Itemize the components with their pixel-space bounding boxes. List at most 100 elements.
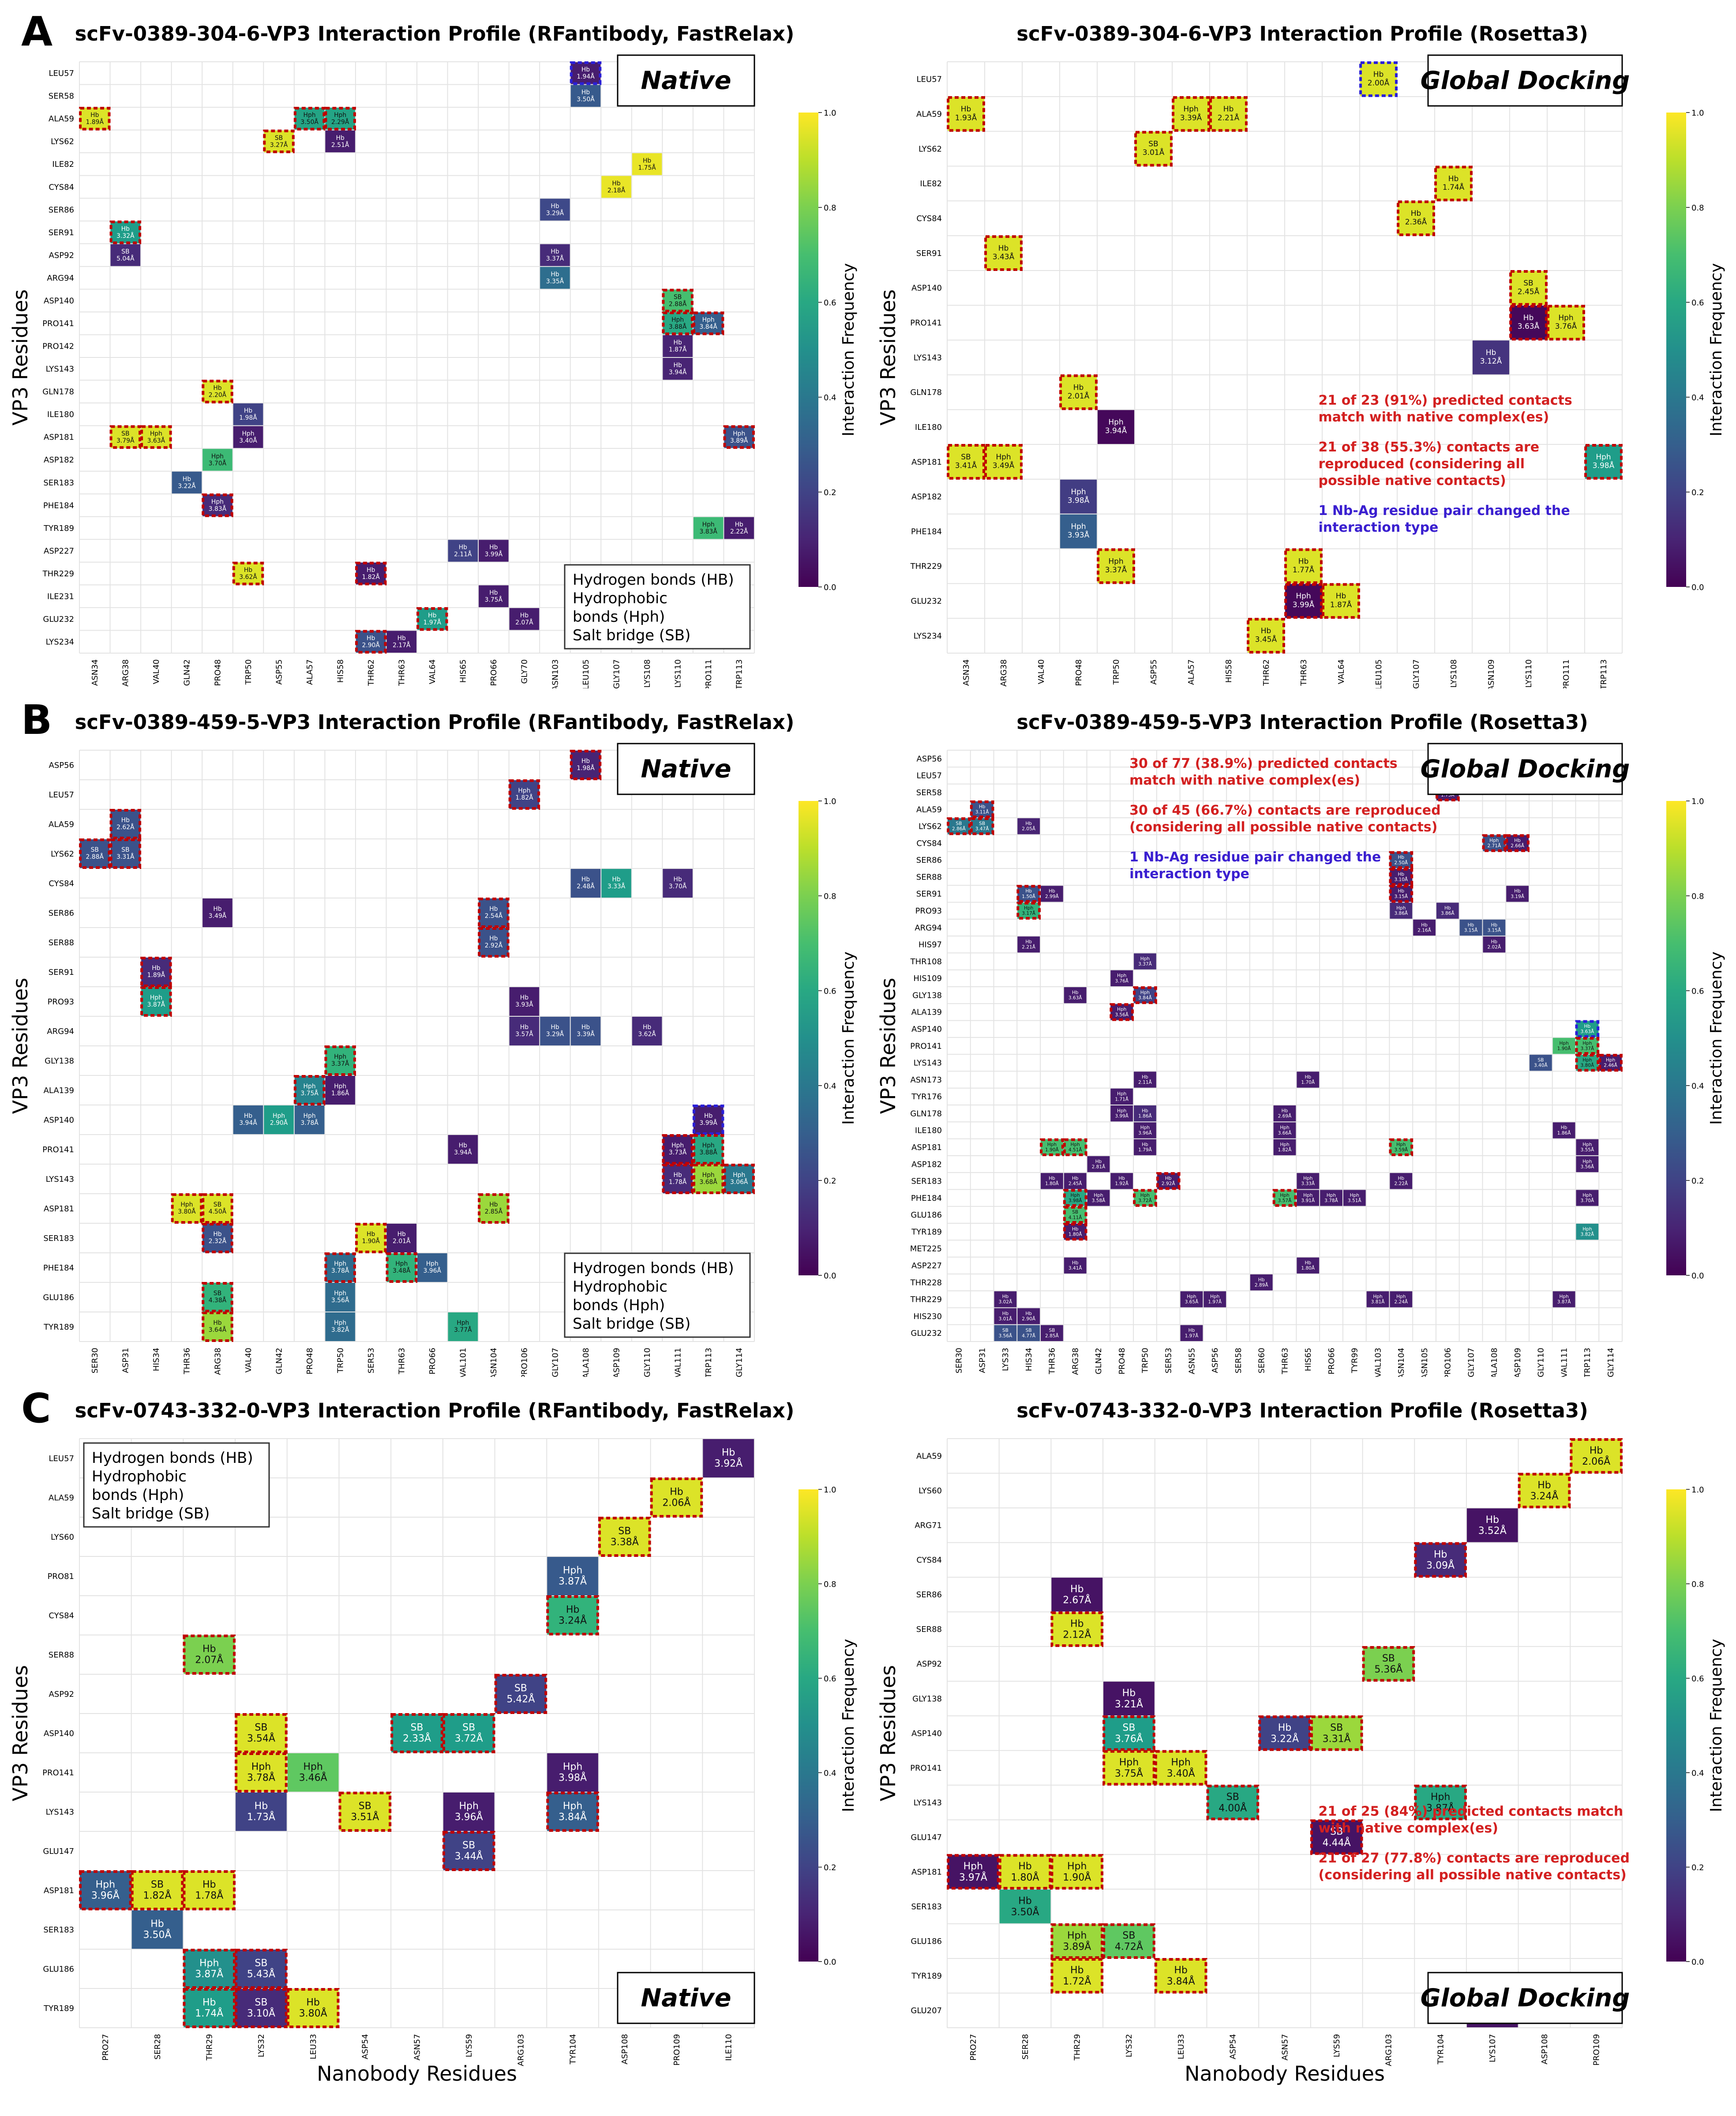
x-tick-label: THR29 [205,2034,214,2061]
y-tick-label: THR108 [910,957,942,966]
x-tick-label: TRP50 [1141,1348,1150,1373]
heat-cell [1366,1291,1389,1308]
heat-cell [999,1855,1051,1889]
cell-type-label: Hb [1073,383,1084,392]
cell-distance-label: 3.75Å [1115,1767,1143,1779]
cbar-label: Interaction Frequency [1707,1639,1725,1812]
cell-type-label: Hph [1071,1142,1080,1147]
heat-cell [994,1325,1017,1341]
heat-cell [663,869,693,898]
y-tick-label: SER58 [49,92,74,101]
heat-cell [632,1017,662,1045]
cell-type-label: Hb [674,339,682,346]
x-tick-label: TYR104 [1436,2034,1445,2065]
x-tick-label: VAL111 [1560,1348,1569,1377]
cell-type-label: Hb [643,1024,651,1031]
cell-distance-label: 3.57Å [1278,1198,1292,1203]
cbar-tick-label: 0.0 [1691,1958,1704,1967]
heat-cell [1506,835,1529,851]
cbar-tick-label: 0.8 [824,1580,836,1589]
x-tick-label: ASP31 [978,1348,987,1373]
cell-type-label: Hb [1072,990,1079,995]
summary-text: (considering all possible native contact… [1319,1867,1627,1883]
x-tick-label: THR63 [397,1348,407,1375]
cell-distance-label: 3.70Å [1581,1198,1594,1203]
cell-type-label: Hb [643,157,651,164]
cell-type-label: Hph [304,1083,316,1090]
legend-text: bonds (Hph) [573,1297,665,1314]
x-tick-label: TRP50 [1112,659,1121,685]
y-tick-label: MET225 [910,1244,942,1254]
contact-frame [1050,1854,1104,1890]
cbar-tick-label: 0.6 [1691,987,1704,996]
cell-distance-label: 3.49Å [993,461,1015,470]
heat-cell [184,1950,235,1988]
contact-frame [1063,1189,1087,1207]
x-tick-label: ASN104 [1397,1348,1406,1377]
heat-cell [1173,97,1209,131]
x-tick-label: TYR104 [568,2034,577,2065]
cell-distance-label: 4.51Å [1069,1147,1082,1153]
cell-type-label: SB [214,1201,221,1208]
cell-type-label: Hb [581,758,590,765]
cell-type-label: Hb [1072,1226,1079,1232]
contact-frame [947,96,985,132]
cell-distance-label: 1.93Å [955,113,977,122]
cell-type-label: Hb [1486,348,1496,357]
interaction-heatmap-a-docking: Hb2.00ÅHb1.93ÅHph3.39ÅHb2.21ÅSB3.01ÅHb1.… [876,22,1725,688]
contact-frame [1598,1054,1623,1072]
x-tick-label: THR63 [397,659,407,686]
colorbar [799,801,818,1275]
heat-cell [1134,953,1156,970]
contact-frame [1016,902,1041,920]
cell-distance-label: 1.71Å [1115,1096,1129,1102]
y-tick-label: SER58 [916,788,942,797]
y-tick-label: TYR189 [911,1227,942,1237]
cell-distance-label: 3.44Å [455,1850,483,1862]
contact-frame [1322,583,1360,619]
contact-frame [546,1792,599,1832]
cell-distance-label: 3.89Å [1063,1940,1091,1952]
y-tick-label: PRO81 [48,1572,74,1581]
cell-type-label: Hb [1421,922,1428,928]
cell-distance-label: 3.24Å [1530,1490,1558,1502]
x-tick-label: VAL64 [428,659,437,684]
x-tick-label: GLN42 [183,659,192,686]
cell-distance-label: 2.62Å [116,823,135,831]
y-tick-label: ASP181 [911,1143,942,1152]
cell-distance-label: 5.43Å [247,1968,275,1980]
cell-distance-label: 3.06Å [730,1178,748,1186]
plot-area: Hb1.94ÅHb3.50ÅHb1.89ÅHph3.50ÅHph2.29ÅSB3… [79,61,755,654]
x-tick-label: ASN104 [489,1348,499,1377]
cell-distance-label: 3.56Å [1115,1012,1129,1018]
y-tick-label: LYS62 [51,137,74,147]
cell-distance-label: 3.24Å [559,1615,587,1627]
heat-cell [1363,1647,1414,1681]
cell-type-label: Hb [336,135,345,142]
x-axis-label: Nanobody Residues [1185,687,1385,688]
cell-distance-label: 3.51Å [1348,1198,1361,1203]
cell-distance-label: 2.46Å [1604,1063,1617,1068]
contact-frame [494,1674,547,1714]
x-tick-label: ARG103 [517,2034,526,2066]
heat-cell [1017,1325,1040,1341]
heat-cell [1110,1105,1133,1122]
y-tick-label: ASP182 [911,1160,942,1169]
panel-c: C Hb 3.92Å Hb 2.06Å SB 3.38Å Hph 3.87Å Hb 3.24Å Hb… [0,1377,1736,2116]
cell-type-label: Hb [1448,174,1459,183]
heat-cell [110,221,141,244]
x-tick-label: ASN103 [551,659,560,688]
heat-cell [202,380,232,403]
cell-distance-label: 3.29Å [546,1030,564,1038]
cell-type-label: Hph [1582,1142,1592,1147]
y-tick-label: GLU207 [911,2006,942,2015]
summary-text: match with native complex(es) [1319,410,1549,425]
y-tick-label: SER86 [49,205,74,214]
heat-cell [1510,271,1547,305]
heat-cell [1157,1173,1180,1189]
heat-cell [1135,132,1172,166]
cell-type-label: Hph [1582,1058,1592,1063]
heat-cell [287,1989,339,2027]
cell-type-label: Hb [1411,209,1421,218]
contact-frame [1389,885,1414,903]
